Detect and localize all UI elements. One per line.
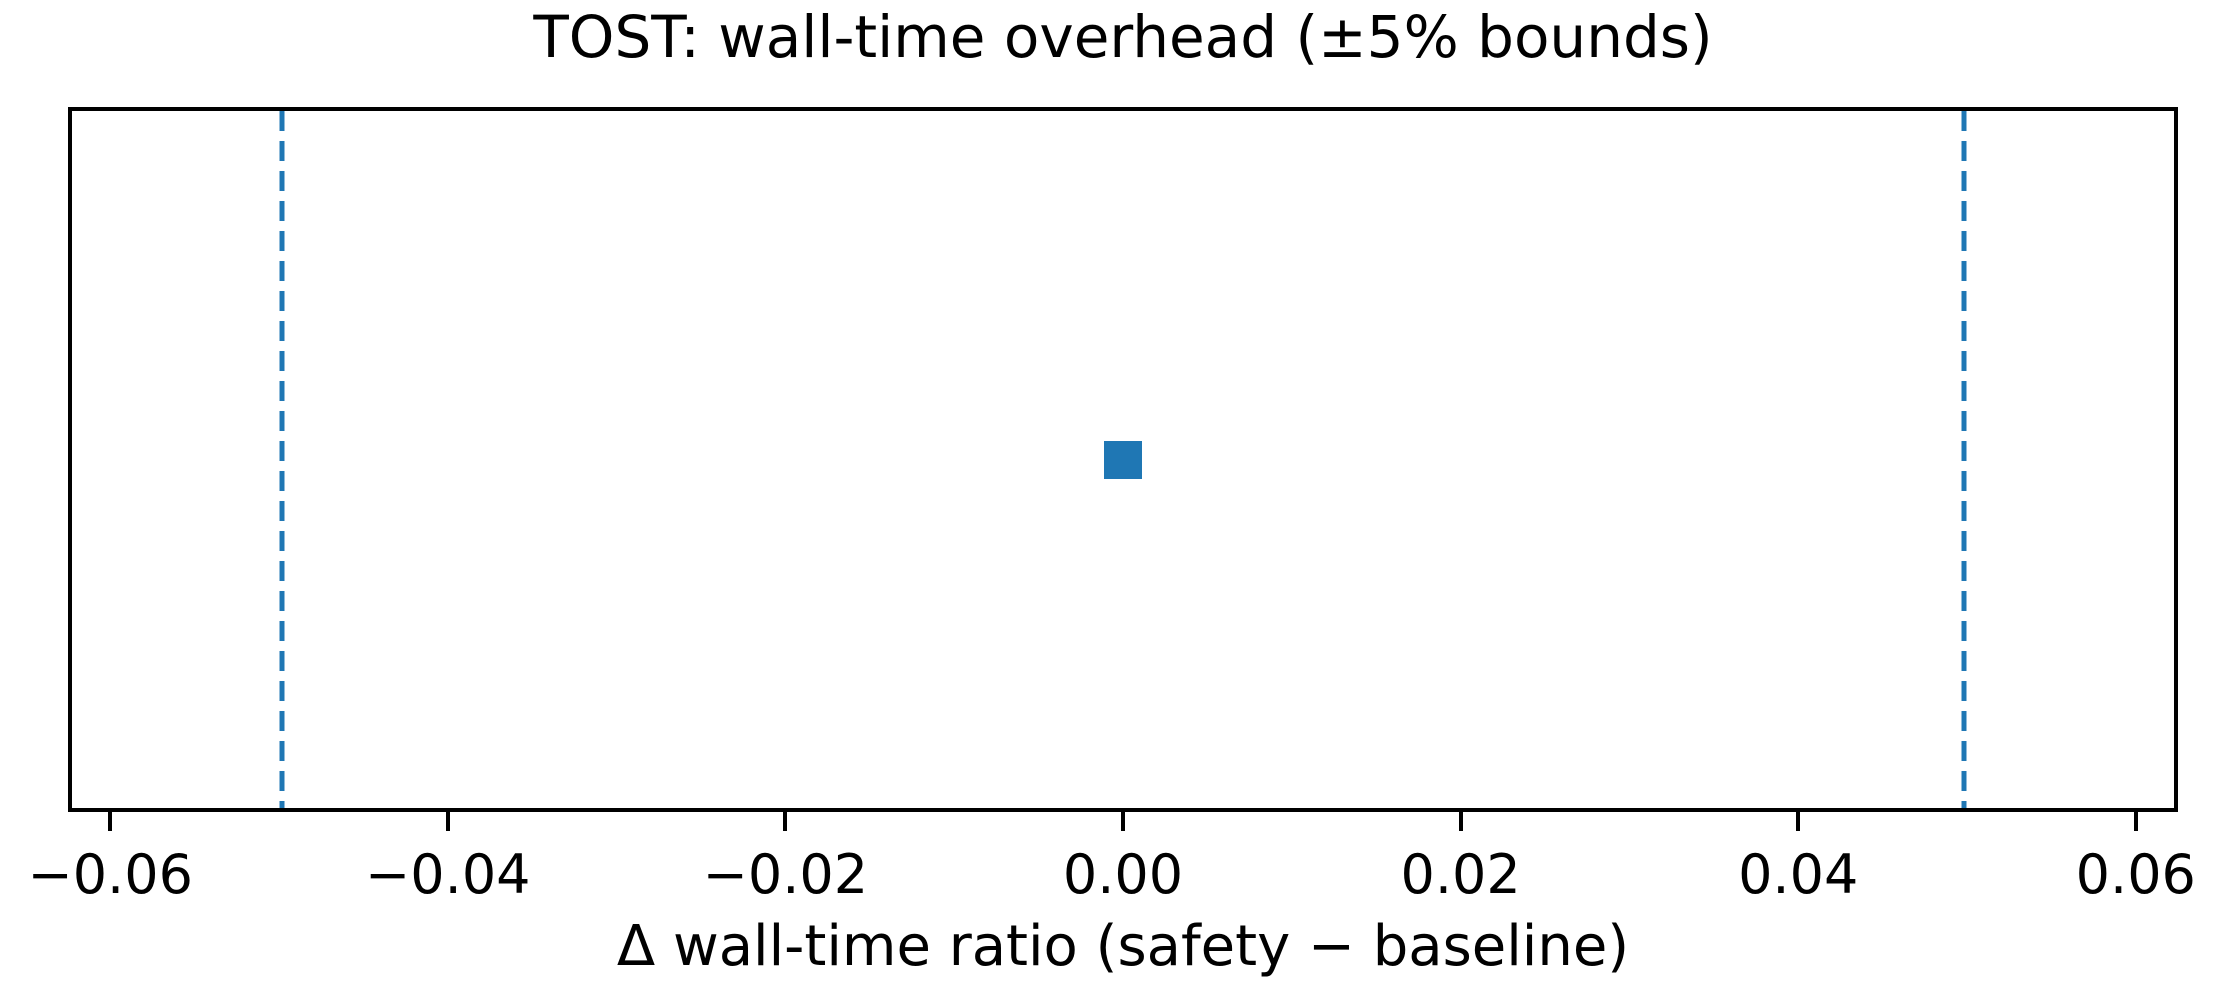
xtick-label: −0.06 — [27, 843, 193, 906]
data-point-marker — [1104, 440, 1142, 479]
xtick-label: −0.02 — [702, 843, 869, 906]
plot-area — [68, 107, 2178, 812]
xtick-mark — [108, 812, 113, 831]
xtick-mark — [783, 812, 788, 831]
chart-title: TOST: wall-time overhead (±5% bounds) — [533, 3, 1713, 71]
xtick-mark — [1458, 812, 1463, 831]
xtick-label: 0.02 — [1400, 843, 1521, 906]
xtick-mark — [1796, 812, 1801, 831]
lower-equivalence-bound-line — [279, 111, 285, 808]
x-axis: −0.06 −0.04 −0.02 0.00 0.02 0.04 0.06 — [27, 812, 2196, 912]
xtick-label: −0.04 — [365, 843, 531, 906]
xtick-label: 0.04 — [1738, 843, 1859, 906]
x-axis-label: Δ wall-time ratio (safety − baseline) — [616, 914, 1630, 979]
xtick-label: 0.06 — [2075, 843, 2196, 906]
xtick-mark — [445, 812, 450, 831]
xtick-mark — [2133, 812, 2138, 831]
xtick-label: 0.00 — [1062, 843, 1184, 906]
upper-equivalence-bound-line — [1961, 111, 1967, 808]
xtick-mark — [1121, 812, 1125, 831]
